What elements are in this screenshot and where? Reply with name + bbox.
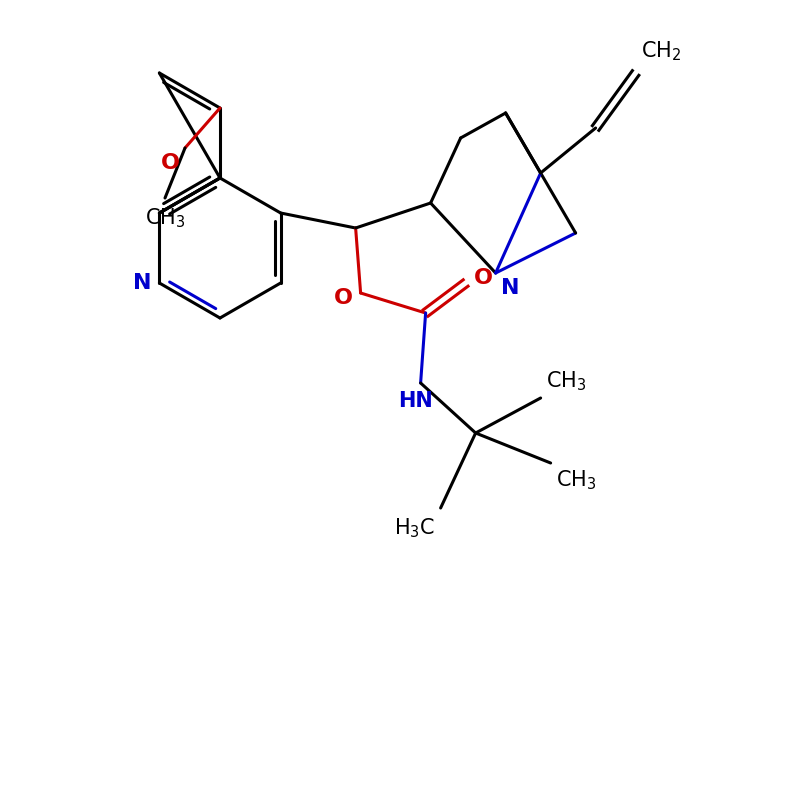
Text: O: O [161,153,180,173]
Text: CH$_3$: CH$_3$ [546,370,586,393]
Text: N: N [501,278,519,298]
Text: O: O [334,288,353,308]
Text: HN: HN [398,391,433,411]
Text: H$_3$C: H$_3$C [394,516,436,540]
Text: CH$_3$: CH$_3$ [556,468,596,491]
Text: N: N [133,273,151,293]
Text: CH$_3$: CH$_3$ [145,206,186,230]
Text: O: O [474,268,493,288]
Text: CH$_2$: CH$_2$ [641,39,681,63]
